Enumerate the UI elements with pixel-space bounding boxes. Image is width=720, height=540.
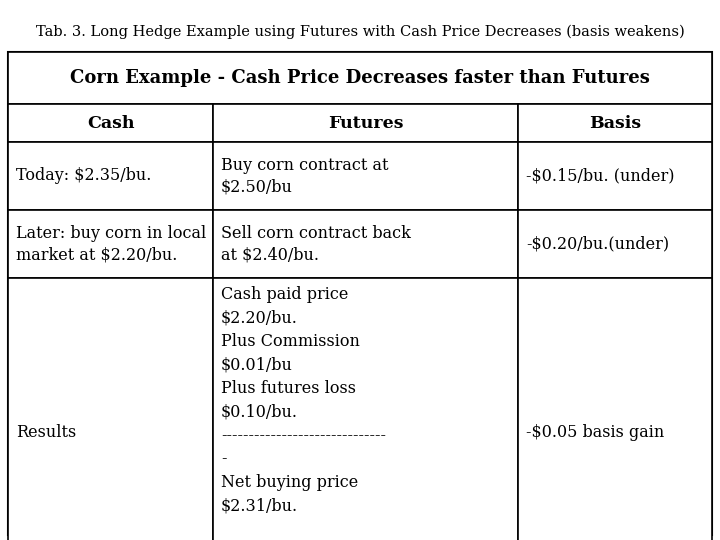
Text: Later: buy corn in local
market at $2.20/bu.: Later: buy corn in local market at $2.20…: [16, 225, 206, 264]
Text: Results: Results: [16, 424, 76, 441]
Text: Cash paid price
$2.20/bu.
Plus Commission
$0.01/bu
Plus futures loss
$0.10/bu.
-: Cash paid price $2.20/bu. Plus Commissio…: [221, 286, 386, 515]
Text: -$0.05 basis gain: -$0.05 basis gain: [526, 424, 665, 441]
Text: Tab. 3. Long Hedge Example using Futures with Cash Price Decreases (basis weaken: Tab. 3. Long Hedge Example using Futures…: [35, 25, 685, 39]
Text: Sell corn contract back
at $2.40/bu.: Sell corn contract back at $2.40/bu.: [221, 225, 411, 264]
Text: -$0.15/bu. (under): -$0.15/bu. (under): [526, 167, 675, 185]
Text: Today: $2.35/bu.: Today: $2.35/bu.: [16, 167, 151, 185]
Text: Buy corn contract at
$2.50/bu: Buy corn contract at $2.50/bu: [221, 157, 389, 195]
Text: Futures: Futures: [328, 114, 403, 132]
Text: -$0.20/bu.(under): -$0.20/bu.(under): [526, 235, 669, 253]
Text: Corn Example - Cash Price Decreases faster than Futures: Corn Example - Cash Price Decreases fast…: [70, 69, 650, 87]
Text: Cash: Cash: [86, 114, 134, 132]
Text: Basis: Basis: [589, 114, 641, 132]
